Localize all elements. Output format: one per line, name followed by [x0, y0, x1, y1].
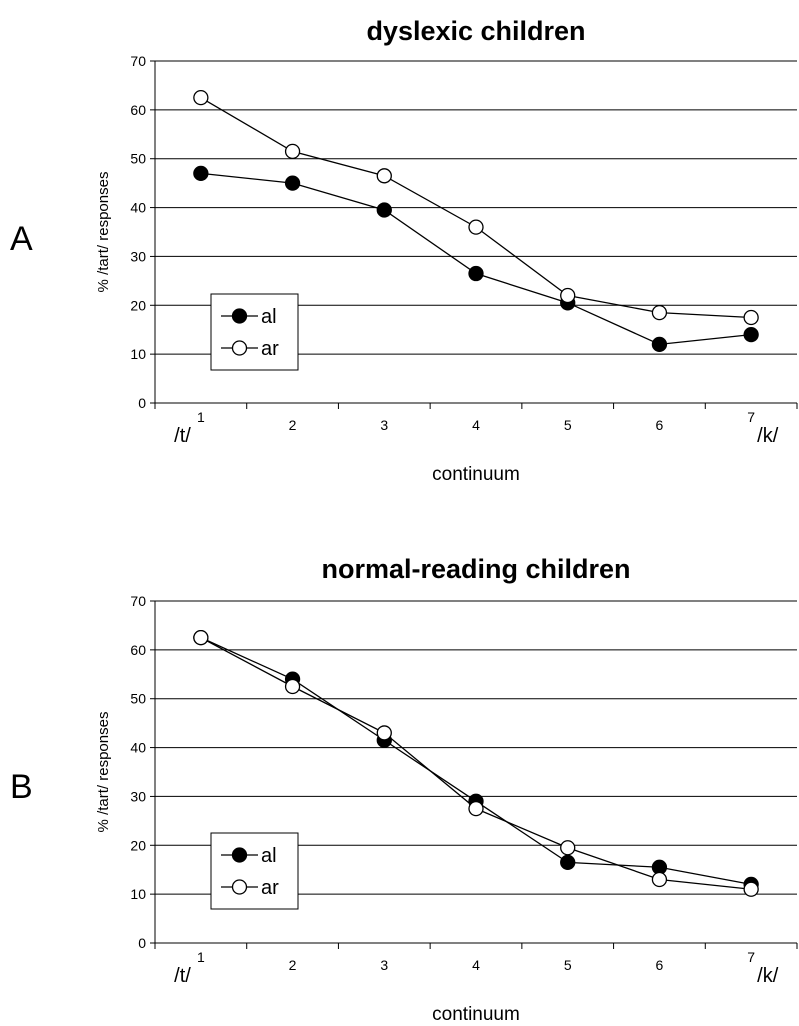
y-tick-label: 0	[138, 395, 146, 411]
panel-label: B	[10, 768, 33, 806]
y-tick-label: 20	[130, 837, 146, 853]
y-tick-label: 10	[130, 886, 146, 902]
y-tick-label: 60	[130, 642, 146, 658]
y-tick-label: 50	[130, 691, 146, 707]
x-tick-label: 1	[197, 949, 205, 965]
legend-label-al: al	[261, 845, 277, 867]
y-tick-label: 40	[130, 200, 146, 216]
data-point-ar	[284, 678, 301, 695]
legend-marker-ar	[231, 879, 248, 895]
chart-panel-b: normal-reading children B 0 10 20 30 40 50 60 70 1…	[10, 554, 798, 1025]
x-tick-label: 5	[564, 957, 572, 973]
data-point-ar	[743, 881, 759, 897]
y-tick-label: 60	[130, 102, 146, 118]
legend-box	[210, 293, 299, 371]
data-point-ar	[193, 89, 209, 106]
data-point-al	[468, 265, 484, 282]
y-tick-label: 0	[138, 935, 146, 951]
data-point-al	[651, 336, 668, 353]
x-tick-label: 7	[747, 949, 755, 965]
y-tick-label: 40	[130, 740, 146, 756]
data-point-al	[743, 326, 759, 343]
legend: al ar	[210, 293, 299, 371]
x-tick-label: 6	[656, 957, 664, 973]
y-tick-label: 70	[130, 593, 146, 609]
chart-panel-a: dyslexic children A 0 10 20 30 40 50 60 70 1 2 3 4 5 6 7…	[10, 16, 798, 485]
legend-marker-al	[231, 308, 248, 324]
data-point-ar	[651, 304, 668, 321]
x-tick-label: 2	[289, 957, 297, 973]
data-point-ar	[468, 800, 484, 817]
x-tick-label: 1	[197, 409, 205, 425]
legend-marker-al	[231, 847, 248, 863]
data-point-al	[560, 854, 576, 871]
data-point-ar	[376, 725, 392, 741]
y-axis-label: % /tart/ responses	[95, 172, 112, 293]
x-end-label: /k/	[757, 425, 779, 447]
y-tick-label: 10	[130, 346, 146, 362]
data-point-ar	[468, 219, 484, 235]
y-tick-label: 50	[130, 151, 146, 167]
data-point-ar	[284, 143, 301, 160]
x-tick-label: 4	[472, 417, 480, 433]
x-axis-label: continuum	[432, 464, 520, 485]
x-tick-label: 2	[289, 417, 297, 433]
data-point-ar	[651, 871, 668, 888]
chart-title: dyslexic children	[366, 16, 585, 46]
y-tick-label: 70	[130, 53, 146, 69]
legend-label-al: al	[261, 306, 277, 328]
x-axis-label: continuum	[432, 1004, 520, 1025]
legend-box	[210, 832, 299, 910]
data-point-ar	[193, 629, 209, 646]
legend-label-ar: ar	[261, 877, 279, 899]
legend: al ar	[210, 832, 299, 910]
data-point-ar	[560, 840, 576, 856]
y-axis-label: % /tart/ responses	[95, 712, 112, 833]
legend-label-ar: ar	[261, 338, 279, 360]
x-tick-label: 5	[564, 417, 572, 433]
x-tick-label: 6	[656, 417, 664, 433]
data-point-ar	[376, 168, 392, 184]
y-tick-label: 30	[130, 788, 146, 804]
y-tick-label: 20	[130, 297, 146, 313]
data-point-ar	[743, 309, 759, 326]
x-tick-label: 7	[747, 409, 755, 425]
x-tick-label: 4	[472, 957, 480, 973]
x-tick-label: 3	[380, 957, 388, 973]
x-tick-label: 3	[380, 417, 388, 433]
y-tick-label: 30	[130, 248, 146, 264]
chart-title: normal-reading children	[321, 554, 630, 584]
x-end-label: /k/	[757, 965, 779, 987]
x-start-label: /t/	[174, 965, 191, 987]
panel-label: A	[10, 220, 33, 258]
data-point-al	[193, 165, 209, 182]
data-point-ar	[560, 287, 576, 304]
x-start-label: /t/	[174, 425, 191, 447]
data-point-al	[376, 202, 392, 218]
legend-marker-ar	[231, 340, 248, 356]
data-point-al	[284, 175, 301, 191]
